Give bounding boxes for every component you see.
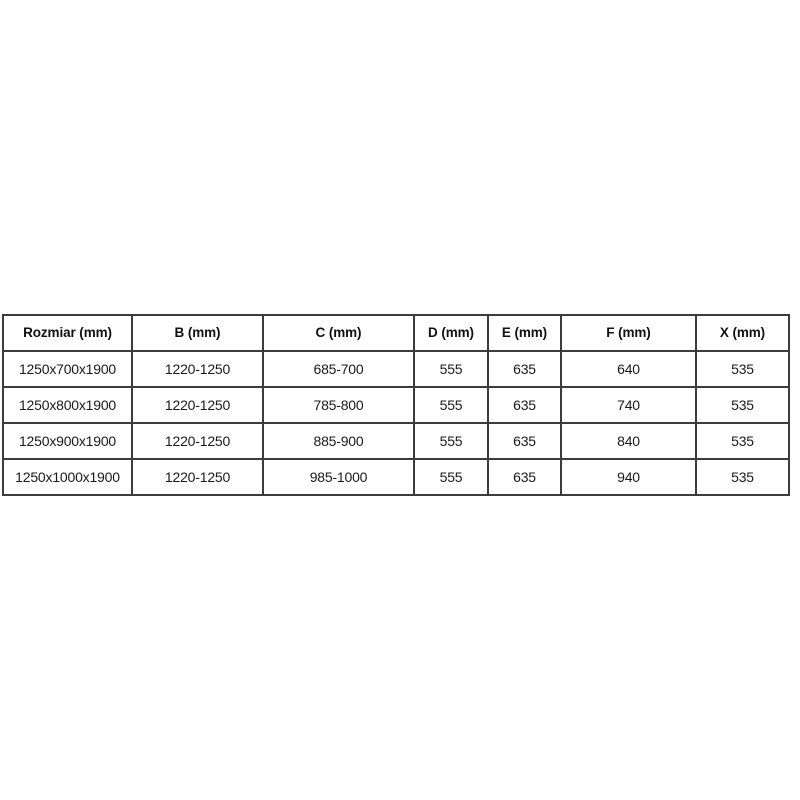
table-body: 1250x700x1900 1220-1250 685-700 555 635 … xyxy=(2,350,790,496)
table-row: 1250x800x1900 1220-1250 785-800 555 635 … xyxy=(2,386,790,424)
column-header-x: X (mm) xyxy=(695,314,790,352)
table-row: 1250x900x1900 1220-1250 885-900 555 635 … xyxy=(2,422,790,460)
cell-f: 640 xyxy=(560,350,697,388)
table-row: 1250x1000x1900 1220-1250 985-1000 555 63… xyxy=(2,458,790,496)
cell-rozmiar: 1250x800x1900 xyxy=(2,386,133,424)
cell-d: 555 xyxy=(413,458,489,496)
column-header-c: C (mm) xyxy=(262,314,415,352)
cell-c: 785-800 xyxy=(262,386,415,424)
cell-e: 635 xyxy=(487,350,562,388)
cell-b: 1220-1250 xyxy=(131,458,264,496)
cell-rozmiar: 1250x900x1900 xyxy=(2,422,133,460)
cell-d: 555 xyxy=(413,350,489,388)
cell-rozmiar: 1250x1000x1900 xyxy=(2,458,133,496)
cell-c: 985-1000 xyxy=(262,458,415,496)
cell-x: 535 xyxy=(695,458,790,496)
cell-f: 940 xyxy=(560,458,697,496)
cell-x: 535 xyxy=(695,422,790,460)
cell-e: 635 xyxy=(487,458,562,496)
cell-e: 635 xyxy=(487,422,562,460)
cell-rozmiar: 1250x700x1900 xyxy=(2,350,133,388)
cell-e: 635 xyxy=(487,386,562,424)
column-header-rozmiar: Rozmiar (mm) xyxy=(2,314,133,352)
column-header-d: D (mm) xyxy=(413,314,489,352)
cell-c: 885-900 xyxy=(262,422,415,460)
cell-f: 840 xyxy=(560,422,697,460)
table-header: Rozmiar (mm) B (mm) C (mm) D (mm) E (mm)… xyxy=(2,314,790,352)
cell-x: 535 xyxy=(695,386,790,424)
cell-x: 535 xyxy=(695,350,790,388)
cell-b: 1220-1250 xyxy=(131,386,264,424)
specification-table: Rozmiar (mm) B (mm) C (mm) D (mm) E (mm)… xyxy=(2,314,790,496)
column-header-e: E (mm) xyxy=(487,314,562,352)
cell-b: 1220-1250 xyxy=(131,422,264,460)
specification-table-container: Rozmiar (mm) B (mm) C (mm) D (mm) E (mm)… xyxy=(2,314,790,496)
column-header-f: F (mm) xyxy=(560,314,697,352)
table-row: 1250x700x1900 1220-1250 685-700 555 635 … xyxy=(2,350,790,388)
cell-d: 555 xyxy=(413,422,489,460)
cell-d: 555 xyxy=(413,386,489,424)
cell-f: 740 xyxy=(560,386,697,424)
table-header-row: Rozmiar (mm) B (mm) C (mm) D (mm) E (mm)… xyxy=(2,314,790,352)
cell-c: 685-700 xyxy=(262,350,415,388)
column-header-b: B (mm) xyxy=(131,314,264,352)
cell-b: 1220-1250 xyxy=(131,350,264,388)
